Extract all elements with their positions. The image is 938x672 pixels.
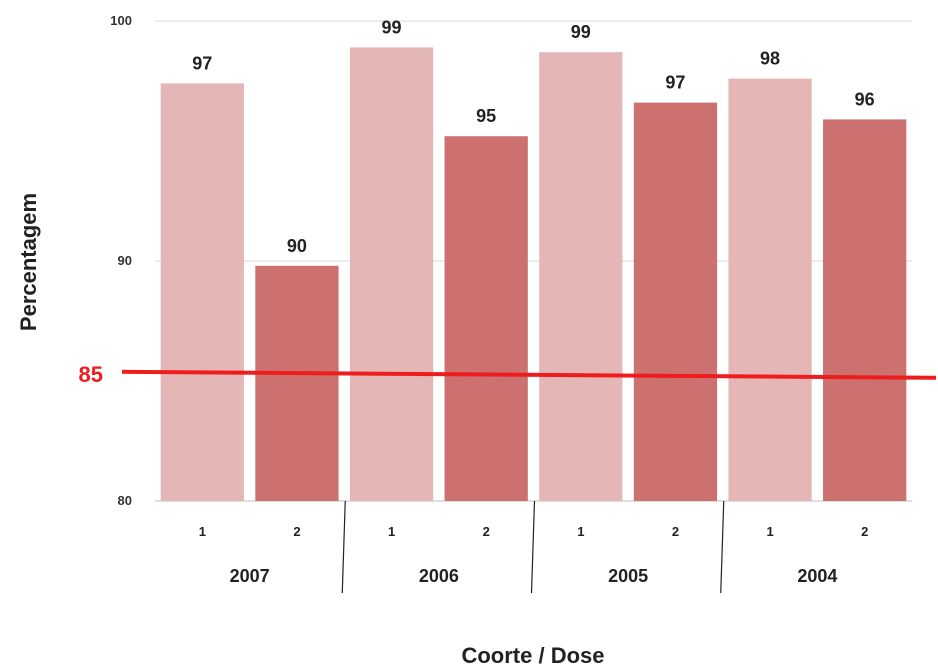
reference-line-group: 85 (79, 362, 937, 387)
reference-line (121, 369, 937, 380)
bar (539, 52, 623, 501)
bar (349, 47, 434, 502)
data-label: 95 (476, 106, 496, 126)
x-tick-label: 1 (199, 524, 206, 539)
y-tick-label: 90 (118, 253, 132, 268)
group-label: 2007 (230, 566, 270, 586)
group-label: 2006 (419, 566, 459, 586)
data-label: 96 (855, 89, 875, 109)
y-axis-title: Percentagem (16, 193, 41, 331)
data-label: 99 (571, 22, 591, 42)
reference-line-label: 85 (79, 362, 103, 387)
group-separator (530, 500, 536, 594)
group-label: 2005 (608, 566, 648, 586)
bar (255, 265, 339, 501)
group-separator (341, 500, 346, 594)
x-tick-label: 2 (483, 524, 490, 539)
data-label: 99 (382, 17, 402, 37)
x-tick-label: 2 (293, 524, 300, 539)
x-tick-label: 1 (766, 524, 773, 539)
x-axis-title: Coorte / Dose (461, 643, 604, 668)
bar (160, 83, 244, 502)
x-tick-label: 2 (861, 524, 868, 539)
group-label: 2004 (797, 566, 837, 586)
bar (823, 119, 907, 502)
y-axis-ticks: 80 90 100 (110, 13, 132, 508)
group-separator (720, 500, 725, 594)
bar (444, 136, 528, 501)
x-axis: 1 2 1 2 1 2 1 2 2007 2006 2005 2004 (199, 500, 868, 594)
bars (160, 47, 907, 502)
data-label: 97 (665, 73, 685, 93)
data-label: 97 (192, 53, 212, 73)
x-tick-label: 1 (388, 524, 395, 539)
data-labels: 97 90 99 95 99 97 98 96 (192, 17, 874, 255)
y-tick-label: 80 (118, 493, 132, 508)
bar (633, 102, 718, 501)
x-tick-label: 2 (672, 524, 679, 539)
data-label: 98 (760, 49, 780, 69)
data-label: 90 (287, 236, 307, 256)
bar (728, 78, 812, 501)
x-tick-label: 1 (577, 524, 584, 539)
y-tick-label: 100 (110, 13, 132, 28)
